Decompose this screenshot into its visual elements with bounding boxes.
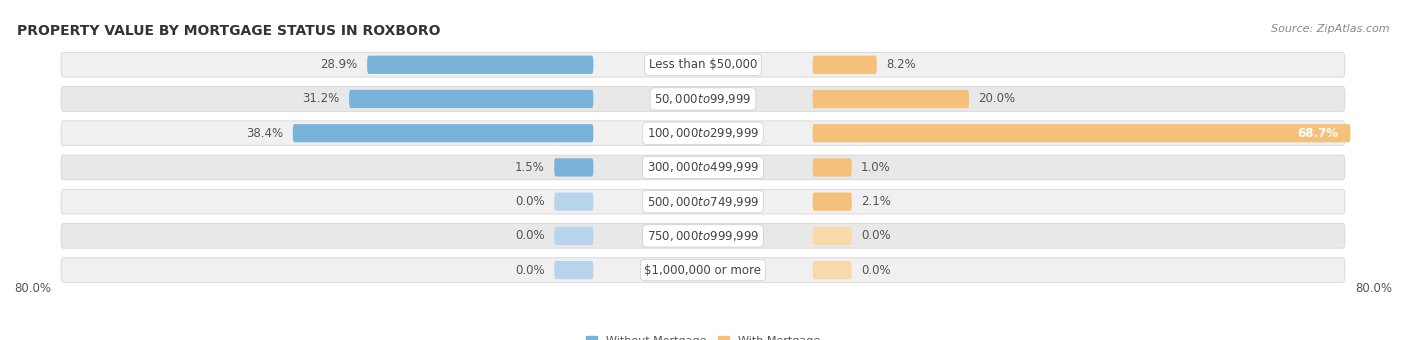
FancyBboxPatch shape <box>813 261 852 279</box>
FancyBboxPatch shape <box>554 261 593 279</box>
Text: 8.2%: 8.2% <box>886 58 915 71</box>
Text: Source: ZipAtlas.com: Source: ZipAtlas.com <box>1271 24 1389 34</box>
Text: 0.0%: 0.0% <box>515 230 546 242</box>
FancyBboxPatch shape <box>813 158 852 176</box>
Text: PROPERTY VALUE BY MORTGAGE STATUS IN ROXBORO: PROPERTY VALUE BY MORTGAGE STATUS IN ROX… <box>17 24 440 38</box>
FancyBboxPatch shape <box>60 258 1346 283</box>
FancyBboxPatch shape <box>367 56 593 74</box>
Text: 68.7%: 68.7% <box>1298 127 1339 140</box>
Legend: Without Mortgage, With Mortgage: Without Mortgage, With Mortgage <box>582 331 824 340</box>
Text: 28.9%: 28.9% <box>321 58 357 71</box>
Text: 80.0%: 80.0% <box>14 282 51 295</box>
FancyBboxPatch shape <box>813 227 852 245</box>
FancyBboxPatch shape <box>813 192 852 211</box>
Text: $50,000 to $99,999: $50,000 to $99,999 <box>654 92 752 106</box>
FancyBboxPatch shape <box>60 224 1346 248</box>
Text: $1,000,000 or more: $1,000,000 or more <box>644 264 762 277</box>
FancyBboxPatch shape <box>292 124 593 142</box>
Text: Less than $50,000: Less than $50,000 <box>648 58 758 71</box>
FancyBboxPatch shape <box>554 192 593 211</box>
Text: $100,000 to $299,999: $100,000 to $299,999 <box>647 126 759 140</box>
FancyBboxPatch shape <box>813 56 877 74</box>
FancyBboxPatch shape <box>60 52 1346 77</box>
Text: $500,000 to $749,999: $500,000 to $749,999 <box>647 195 759 209</box>
Text: 1.5%: 1.5% <box>515 161 546 174</box>
FancyBboxPatch shape <box>813 124 1350 142</box>
Text: 2.1%: 2.1% <box>860 195 891 208</box>
Text: 80.0%: 80.0% <box>1355 282 1392 295</box>
Text: 1.0%: 1.0% <box>860 161 891 174</box>
FancyBboxPatch shape <box>813 90 969 108</box>
FancyBboxPatch shape <box>60 189 1346 214</box>
Text: 20.0%: 20.0% <box>979 92 1015 105</box>
FancyBboxPatch shape <box>60 87 1346 111</box>
FancyBboxPatch shape <box>554 158 593 176</box>
FancyBboxPatch shape <box>60 155 1346 180</box>
FancyBboxPatch shape <box>554 227 593 245</box>
Text: 0.0%: 0.0% <box>860 230 891 242</box>
FancyBboxPatch shape <box>60 121 1346 146</box>
Text: 0.0%: 0.0% <box>860 264 891 277</box>
Text: 0.0%: 0.0% <box>515 195 546 208</box>
Text: 38.4%: 38.4% <box>246 127 284 140</box>
FancyBboxPatch shape <box>349 90 593 108</box>
Text: 31.2%: 31.2% <box>302 92 340 105</box>
Text: 0.0%: 0.0% <box>515 264 546 277</box>
Text: $750,000 to $999,999: $750,000 to $999,999 <box>647 229 759 243</box>
Text: $300,000 to $499,999: $300,000 to $499,999 <box>647 160 759 174</box>
